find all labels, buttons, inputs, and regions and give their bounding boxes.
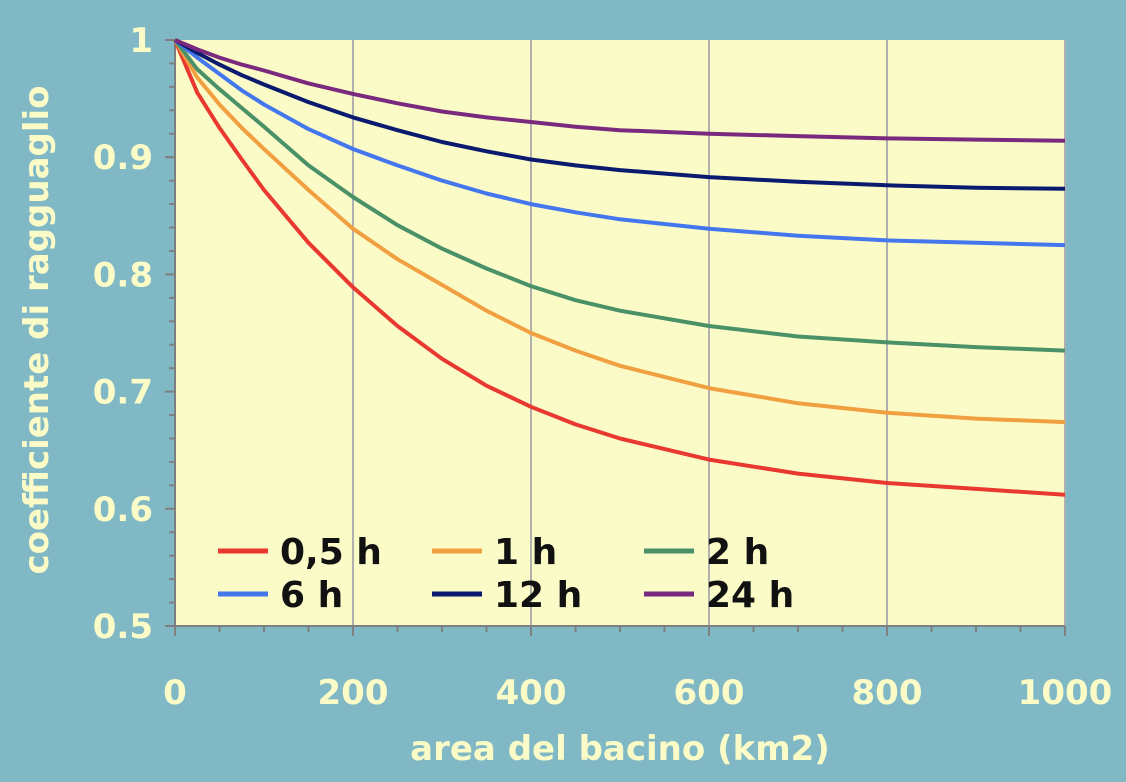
series-line	[174, 38, 1066, 143]
legend-label: 0,5 h	[280, 532, 382, 573]
x-tick-label: 400	[496, 673, 567, 713]
y-tick-label: 0.9	[93, 138, 153, 178]
legend-label: 12 h	[494, 575, 582, 616]
series-line	[173, 38, 1066, 191]
y-tick-label: 0.7	[93, 373, 153, 413]
x-tick-label: 200	[318, 673, 389, 713]
y-axis-title: coefficiente di ragguaglio	[17, 85, 57, 574]
legend-label: 2 h	[706, 532, 769, 573]
x-tick-label: 600	[674, 673, 745, 713]
x-tick-label: 0	[163, 673, 187, 713]
y-tick-label: 0.8	[93, 255, 153, 295]
legend-label: 6 h	[280, 575, 343, 616]
y-tick-label: 0.5	[93, 607, 153, 647]
legend-label: 24 h	[706, 575, 794, 616]
series-line	[173, 38, 1066, 248]
series-line	[173, 38, 1066, 353]
x-tick-label: 800	[852, 673, 923, 713]
x-axis-title: area del bacino (km2)	[410, 729, 830, 769]
series-line	[173, 38, 1066, 425]
series-line	[173, 39, 1066, 497]
y-tick-label: 0.6	[93, 490, 153, 530]
axes: 0.5 0.6 0.7 0.8 0.9 1 0 200 400 600 800 1000	[93, 21, 1113, 713]
data-series	[173, 38, 1066, 497]
legend-label: 1 h	[494, 532, 557, 573]
y-tick-label: 1	[129, 21, 153, 61]
legend: 0,5 h 1 h 2 h 6 h 12 h 24 h	[218, 532, 794, 616]
x-tick-label: 1000	[1018, 673, 1113, 713]
